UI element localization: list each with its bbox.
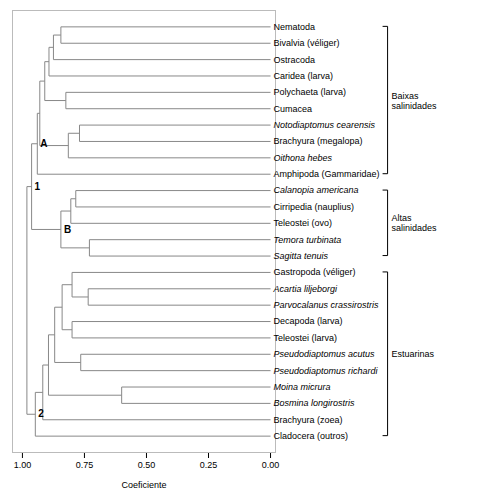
svg-text:B: B [64,224,71,235]
svg-text:Cirripedia (nauplius): Cirripedia (nauplius) [274,202,355,212]
svg-text:Pseudodiaptomus acutus: Pseudodiaptomus acutus [274,349,376,359]
svg-text:Temora turbinata: Temora turbinata [274,235,342,245]
svg-text:Acartia liljeborgi: Acartia liljeborgi [273,284,339,294]
svg-text:Brachyura (zoea): Brachyura (zoea) [274,415,343,425]
svg-text:1.00: 1.00 [14,460,32,470]
svg-text:Oithona hebes: Oithona hebes [274,153,333,163]
svg-text:Coeficiente: Coeficiente [121,480,166,490]
svg-text:Notodiaptomus cearensis: Notodiaptomus cearensis [274,120,376,130]
svg-text:Parvocalanus crassirostris: Parvocalanus crassirostris [274,300,380,310]
svg-text:Caridea (larva): Caridea (larva) [274,71,334,81]
svg-text:Teleostei (larva): Teleostei (larva) [274,333,338,343]
svg-text:Sagitta tenuis: Sagitta tenuis [274,251,329,261]
svg-text:Bivalvia (véliger): Bivalvia (véliger) [274,38,340,48]
svg-text:Amphipoda (Gammaridae): Amphipoda (Gammaridae) [274,169,380,179]
svg-text:Decapoda (larva): Decapoda (larva) [274,316,343,326]
svg-text:Calanopia americana: Calanopia americana [274,185,359,195]
svg-text:2: 2 [38,408,44,419]
svg-text:1: 1 [35,181,41,192]
svg-text:Teleostei (ovo): Teleostei (ovo) [274,218,333,228]
svg-text:Cladocera (outros): Cladocera (outros) [274,431,349,441]
svg-text:Baixassalinidades: Baixassalinidades [392,91,438,111]
svg-text:Ostracoda: Ostracoda [274,54,316,64]
svg-text:Estuarinas: Estuarinas [392,349,435,359]
svg-text:A: A [40,138,47,149]
svg-text:0.00: 0.00 [262,460,280,470]
svg-text:Gastropoda (véliger): Gastropoda (véliger) [274,267,356,277]
svg-text:0.25: 0.25 [200,460,218,470]
svg-text:Pseudodiaptomus richardi: Pseudodiaptomus richardi [274,366,379,376]
svg-text:Polychaeta (larva): Polychaeta (larva) [274,87,347,97]
svg-text:0.75: 0.75 [76,460,94,470]
svg-text:Nematoda: Nematoda [274,22,316,32]
svg-text:Brachyura (megalopa): Brachyura (megalopa) [274,136,363,146]
svg-text:0.50: 0.50 [138,460,156,470]
svg-text:Altassalinidades: Altassalinidades [392,213,438,233]
svg-text:Bosmina longirostris: Bosmina longirostris [274,398,356,408]
svg-text:Moina micrura: Moina micrura [274,382,331,392]
svg-text:Cumacea: Cumacea [274,104,313,114]
